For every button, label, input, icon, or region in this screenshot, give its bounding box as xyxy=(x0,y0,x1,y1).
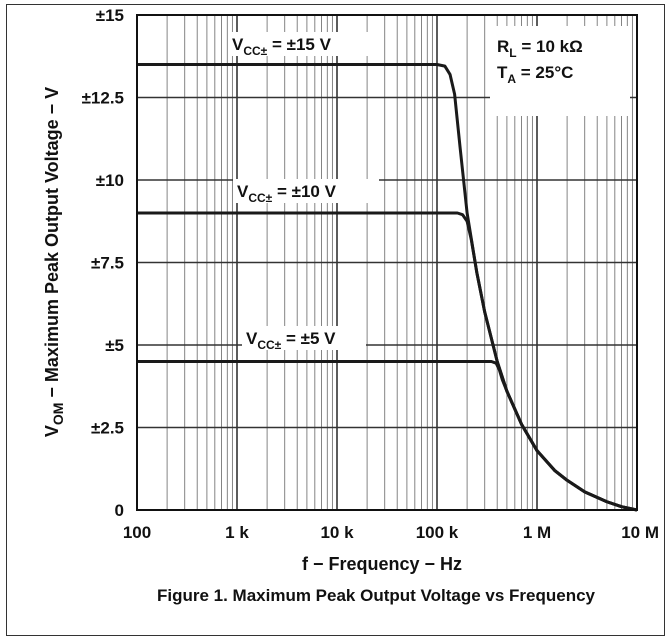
series-line-2 xyxy=(137,360,638,512)
series-label-0: VCC± = ±15 V xyxy=(232,35,332,58)
x-tick-label: 1 k xyxy=(225,523,249,542)
conditions-box xyxy=(490,26,630,116)
series-label-bg-1 xyxy=(233,179,379,203)
x-axis-title: f − Frequency − Hz xyxy=(302,554,462,574)
condition-label-0: RL = 10 kΩ xyxy=(497,37,583,60)
x-tick-label: 100 k xyxy=(416,523,459,542)
y-tick-label: 0 xyxy=(115,501,124,520)
series-label-2: VCC± = ±5 V xyxy=(246,329,336,352)
series-label-bg-0 xyxy=(228,32,368,56)
y-tick-label: ±12.5 xyxy=(82,89,124,108)
series-label-bg-2 xyxy=(242,326,366,350)
y-tick-label: ±5 xyxy=(105,336,124,355)
y-axis-title: VOM − Maximum Peak Output Voltage − V xyxy=(42,87,66,437)
x-tick-label: 1 M xyxy=(523,523,551,542)
plot-border xyxy=(136,14,638,511)
x-tick-label: 100 xyxy=(123,523,151,542)
condition-label-1: TA = 25°C xyxy=(497,63,573,86)
series-line-0 xyxy=(137,63,638,512)
x-tick-label: 10 M xyxy=(621,523,659,542)
series-label-1: VCC± = ±10 V xyxy=(237,182,337,205)
x-tick-label: 10 k xyxy=(320,523,354,542)
y-tick-label: ±2.5 xyxy=(91,419,124,438)
y-tick-label: ±10 xyxy=(96,171,124,190)
y-axis-title-group: VOM − Maximum Peak Output Voltage − V xyxy=(42,87,66,437)
y-tick-label: ±15 xyxy=(96,6,124,25)
y-tick-label: ±7.5 xyxy=(91,254,124,273)
figure-caption: Figure 1. Maximum Peak Output Voltage vs… xyxy=(157,586,596,605)
